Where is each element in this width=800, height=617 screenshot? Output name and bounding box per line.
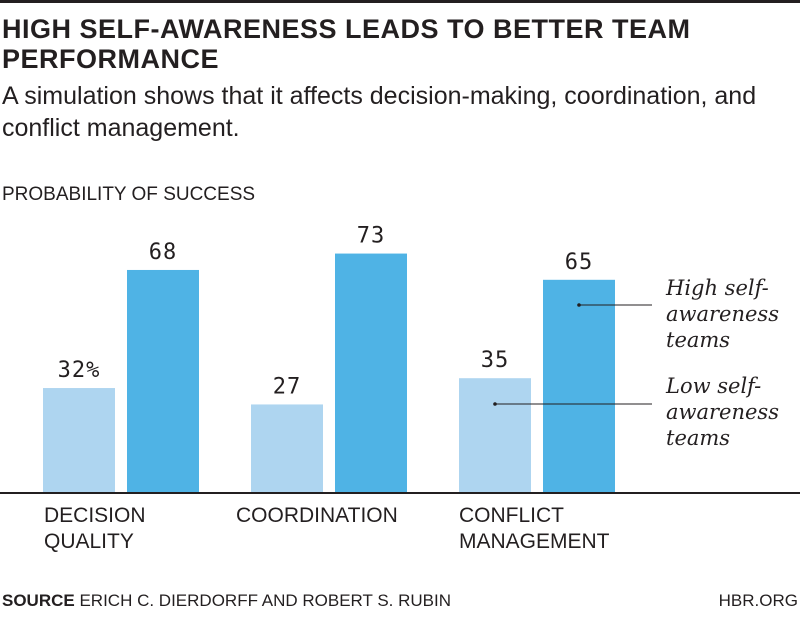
bar [335,253,407,493]
legend-leader-dot [577,303,581,307]
data-label: 32% [58,358,101,383]
bar [543,279,615,493]
data-label: 35 [481,348,510,373]
category-label: COORDINATION [236,504,398,527]
legend-label: Low self- [665,374,761,398]
bar [43,388,115,493]
data-label: 65 [565,250,594,275]
legend-label: teams [666,426,730,450]
source-label: SOURCE [2,591,75,610]
bar [127,269,199,493]
source-text: ERICH C. DIERDORFF AND ROBERT S. RUBIN [79,591,451,610]
source-line: SOURCE ERICH C. DIERDORFF AND ROBERT S. … [2,591,451,611]
chart-subtitle: A simulation shows that it affects decis… [2,82,757,142]
category-label: QUALITY [44,530,134,553]
data-label: 73 [357,224,386,249]
bar [459,378,531,493]
legend-label: awareness [666,302,779,326]
brand: HBR.ORG [718,591,798,610]
chart-title: HIGH SELF-AWARENESS LEADS TO BETTER TEAM… [2,14,691,74]
data-label: 27 [273,374,302,399]
category-label: DECISION [44,504,146,527]
category-label: MANAGEMENT [459,530,610,553]
legend-leader-dot [493,402,497,406]
legend-label: High self- [665,276,769,300]
data-label: 68 [149,240,178,265]
bar [251,404,323,493]
top-rule [0,0,800,3]
category-label: CONFLICT [459,504,564,527]
legend-label: awareness [666,400,779,424]
legend-label: teams [666,328,730,352]
y-axis-label: PROBABILITY OF SUCCESS [2,184,256,205]
